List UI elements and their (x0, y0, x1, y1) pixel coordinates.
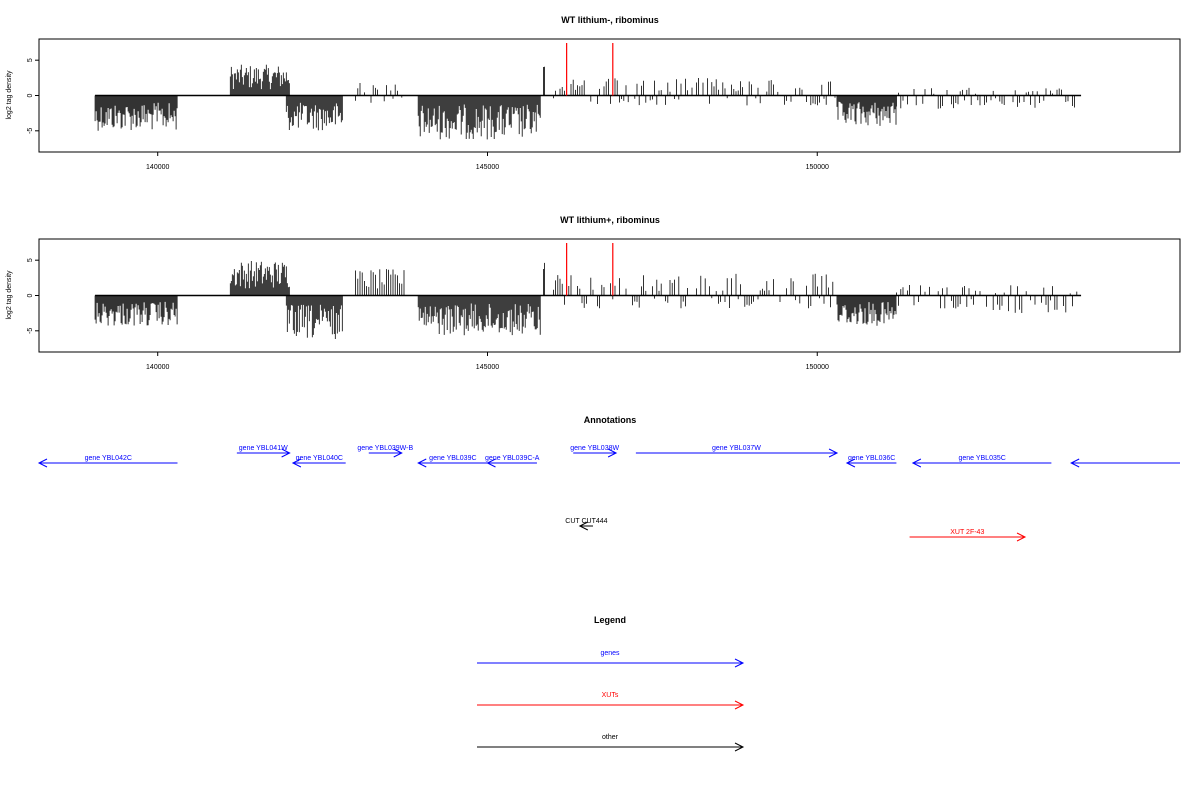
legend-label: XUTs (602, 692, 619, 699)
legend-arrow-head (734, 658, 745, 668)
red-markers (566, 43, 614, 96)
y-tick-label: 5 (27, 258, 34, 262)
feature-label: gene YBL039W-B (357, 445, 413, 452)
feature-arrow-head (911, 458, 922, 468)
track-panel-lithium-plus: WT lithium+, ribominus log2 tag density … (6, 215, 1181, 371)
y-axis: 5 0 -5 (27, 58, 39, 134)
feature-label: gene YBL037W (712, 445, 761, 452)
y-tick-label: -5 (27, 328, 34, 334)
annotation-track: gene YBL042C gene YBL041W gene YBL040C gene… (37, 445, 1180, 542)
x-tick-label: 140000 (146, 364, 169, 371)
y-axis: 5 0 -5 (27, 258, 39, 334)
x-tick-label: 150000 (806, 364, 829, 371)
feature-label: gene YBL040C (296, 455, 343, 462)
y-tick-label: -5 (27, 128, 34, 134)
annotations-title: Annotations (584, 415, 637, 425)
feature-arrow-head (578, 521, 589, 531)
feature-label: XUT 2F-43 (950, 529, 984, 536)
x-tick-label: 140000 (146, 164, 169, 171)
feature-label: gene YBL039C-A (485, 455, 540, 462)
y-tick-label: 0 (27, 93, 34, 97)
feature-arrow-head (607, 448, 618, 458)
feature-arrow-head (291, 458, 302, 468)
red-markers (566, 243, 614, 296)
feature-label: gene YBL036C (848, 455, 895, 462)
signal-bars (94, 64, 1082, 140)
track-title: WT lithium-, ribominus (561, 15, 659, 25)
feature-arrow-head (486, 458, 496, 468)
feature-arrow-head (845, 458, 856, 468)
feature-arrow-head (417, 458, 427, 468)
track-panel-lithium-minus: WT lithium-, ribominus log2 tag density … (6, 15, 1181, 171)
x-tick-label: 145000 (476, 364, 499, 371)
legend-arrow-head (734, 700, 745, 710)
y-tick-label: 0 (27, 293, 34, 297)
feature-label: gene YBL038W (570, 445, 619, 452)
feature-label: CUT CUT444 (565, 518, 607, 525)
x-tick-label: 150000 (806, 164, 829, 171)
legend-label: other (602, 734, 619, 741)
x-axis: 140000 145000 150000 (146, 152, 829, 171)
x-tick-label: 145000 (476, 164, 499, 171)
feature-arrow-head (1070, 458, 1080, 468)
feature-label: gene YBL042C (85, 455, 132, 462)
legend-label: genes (600, 650, 620, 657)
track-title: WT lithium+, ribominus (560, 215, 660, 225)
x-axis: 140000 145000 150000 (146, 352, 829, 371)
feature-arrow-head (281, 448, 291, 458)
feature-arrow-head (1016, 532, 1027, 542)
feature-arrow-head (393, 448, 403, 458)
feature-label: gene YBL035C (958, 455, 1005, 462)
y-axis-label: log2 tag density (6, 70, 13, 120)
legend-arrow-head (734, 742, 745, 752)
legend: genes XUTs other (477, 650, 745, 752)
feature-label: gene YBL039C (429, 455, 476, 462)
signal-bars (94, 261, 1082, 339)
feature-arrow-head (828, 448, 839, 458)
feature-arrow-head (37, 458, 48, 468)
y-tick-label: 5 (27, 58, 34, 62)
feature-label: gene YBL041W (239, 445, 288, 452)
legend-title: Legend (594, 615, 626, 625)
y-axis-label: log2 tag density (6, 270, 13, 320)
